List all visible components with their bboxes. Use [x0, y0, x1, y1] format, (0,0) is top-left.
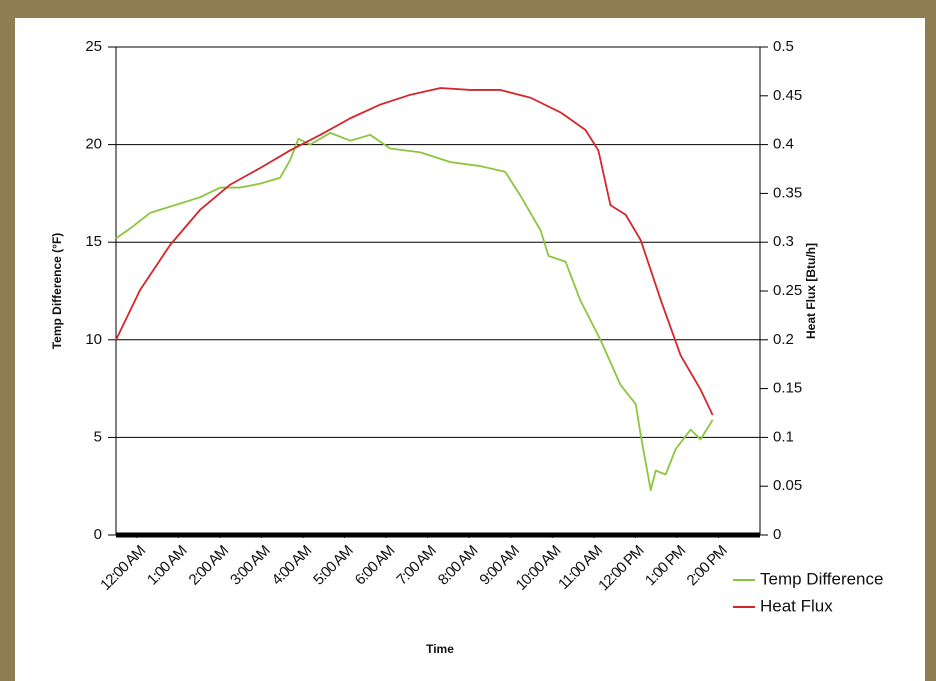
x-tick-label: 3:00 AM	[227, 542, 273, 588]
legend-label: Heat Flux	[760, 596, 833, 615]
y-tick-label: 20	[85, 136, 102, 153]
y2-tick-label: 0.35	[773, 184, 802, 201]
x-tick-label: 1:00 AM	[144, 542, 190, 588]
y2-tick-label: 0	[773, 526, 781, 543]
x-tick-label: 4:00 AM	[269, 542, 315, 588]
y-tick-label: 5	[94, 428, 102, 445]
y2-tick-label: 0.05	[773, 477, 802, 494]
y2-tick-label: 0.45	[773, 87, 802, 104]
x-tick-label: 10:00 AM	[513, 542, 565, 594]
x-tick-label: 6:00 AM	[352, 542, 398, 588]
x-tick-label: 12:00 AM	[97, 542, 149, 594]
y2-axis-title: Heat Flux [Btu/h]	[804, 243, 818, 339]
y2-tick-label: 0.25	[773, 282, 802, 299]
y2-tick-label: 0.2	[773, 331, 794, 348]
y2-tick-label: 0.5	[773, 38, 794, 55]
y2-tick-label: 0.4	[773, 136, 794, 153]
chart-panel	[15, 18, 925, 681]
y-axis-title: Temp Difference (°F)	[50, 233, 64, 350]
x-tick-label: 1:00 PM	[642, 542, 689, 589]
x-tick-label: 7:00 AM	[393, 542, 439, 588]
y-tick-label: 15	[85, 233, 102, 250]
y-tick-label: 25	[85, 38, 102, 55]
x-tick-label: 2:00 PM	[684, 542, 731, 589]
x-tick-label: 5:00 AM	[310, 542, 356, 588]
y2-tick-label: 0.1	[773, 428, 794, 445]
data-line	[115, 87, 714, 416]
y-tick-label: 0	[94, 526, 102, 543]
x-axis-title: Time	[426, 642, 454, 656]
x-tick-label: 12:00 PM	[595, 542, 647, 594]
y2-tick-label: 0.3	[773, 233, 794, 250]
x-tick-label: 8:00 AM	[435, 542, 481, 588]
y2-tick-label: 0.15	[773, 380, 802, 397]
legend-label: Temp Difference	[760, 569, 883, 588]
data-line	[115, 131, 714, 492]
y-tick-label: 10	[85, 331, 102, 348]
x-tick-label: 2:00 AM	[186, 542, 232, 588]
